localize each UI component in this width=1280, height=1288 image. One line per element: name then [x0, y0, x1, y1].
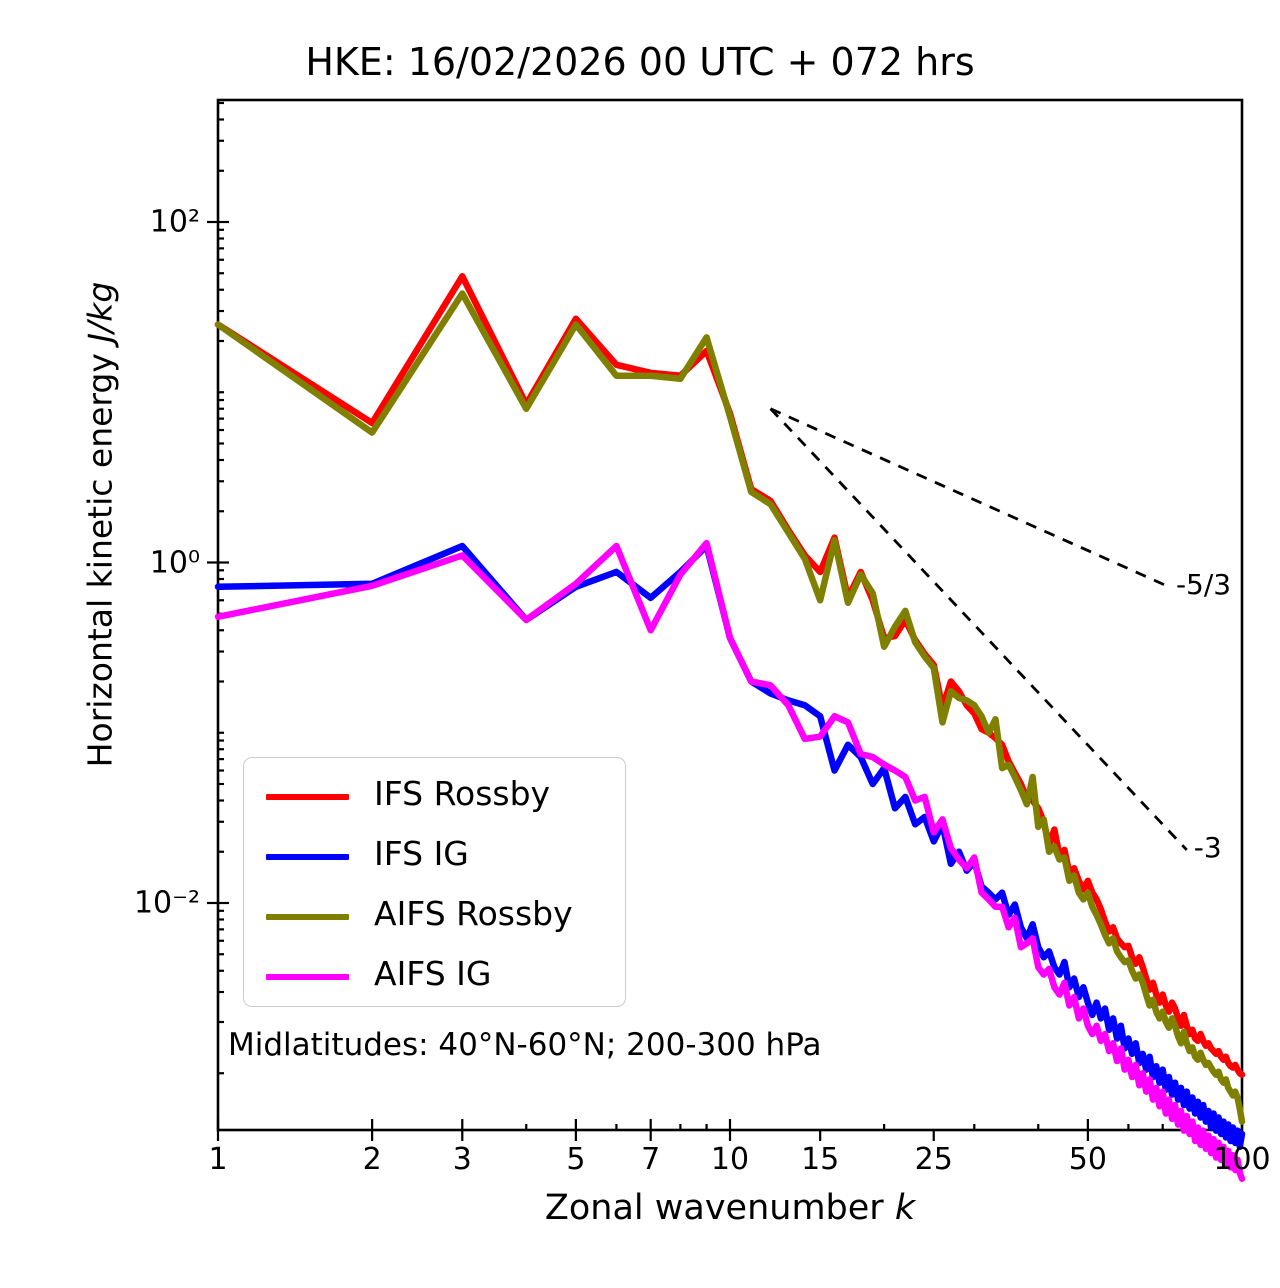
region-annotation: Midlatitudes: 40°N-60°N; 200-300 hPa: [228, 1027, 822, 1063]
legend-box: IFS Rossby IFS IG AIFS Rossby AIFS IG: [243, 757, 626, 1007]
legend-item[interactable]: AIFS IG: [244, 946, 627, 1008]
legend-label: AIFS Rossby: [374, 894, 573, 933]
x-tick-label: 3: [452, 1142, 472, 1177]
x-axis-label: Zonal wavenumber k: [218, 1188, 1242, 1228]
x-tick-label: 15: [801, 1142, 840, 1177]
legend-color-swatch: [266, 974, 349, 980]
x-tick-label: 1: [208, 1142, 228, 1177]
y-tick-label: 10⁰: [149, 545, 200, 580]
data-series-group: [214, 273, 1246, 1183]
x-tick-label: 5: [566, 1142, 586, 1177]
legend-item[interactable]: AIFS Rossby: [244, 886, 627, 948]
slope-reference-lines: [769, 407, 1188, 851]
x-tick-label: 2: [362, 1142, 382, 1177]
legend-label: IFS Rossby: [374, 774, 551, 813]
legend-item[interactable]: IFS Rossby: [244, 766, 627, 828]
x-tick-label: 25: [914, 1142, 953, 1177]
chart-title: HKE: 16/02/2026 00 UTC + 072 hrs: [305, 40, 975, 84]
legend-color-swatch: [266, 854, 349, 860]
legend-label: AIFS IG: [374, 954, 492, 993]
slope-label: -5/3: [1175, 567, 1232, 601]
legend-color-swatch: [266, 794, 349, 800]
x-tick-label: 100: [1213, 1142, 1271, 1177]
legend-color-swatch: [266, 914, 349, 920]
series-line-ifs-ig: [214, 542, 1246, 1151]
x-tick-label: 50: [1068, 1142, 1107, 1177]
x-tick-label: 7: [641, 1142, 661, 1177]
legend-label: IFS IG: [374, 834, 469, 873]
x-axis-label-text: Zonal wavenumber: [544, 1188, 895, 1228]
x-tick-label: 10: [710, 1142, 750, 1177]
series-line-aifs-ig: [214, 539, 1246, 1183]
x-axis-label-symbol: k: [894, 1188, 916, 1228]
legend-item[interactable]: IFS IG: [244, 826, 627, 888]
y-tick-label: 10²: [149, 204, 200, 240]
series-line-aifs-rossby: [214, 290, 1246, 1125]
slope-label: -3: [1193, 830, 1222, 864]
y-tick-label: 10⁻²: [133, 885, 200, 921]
